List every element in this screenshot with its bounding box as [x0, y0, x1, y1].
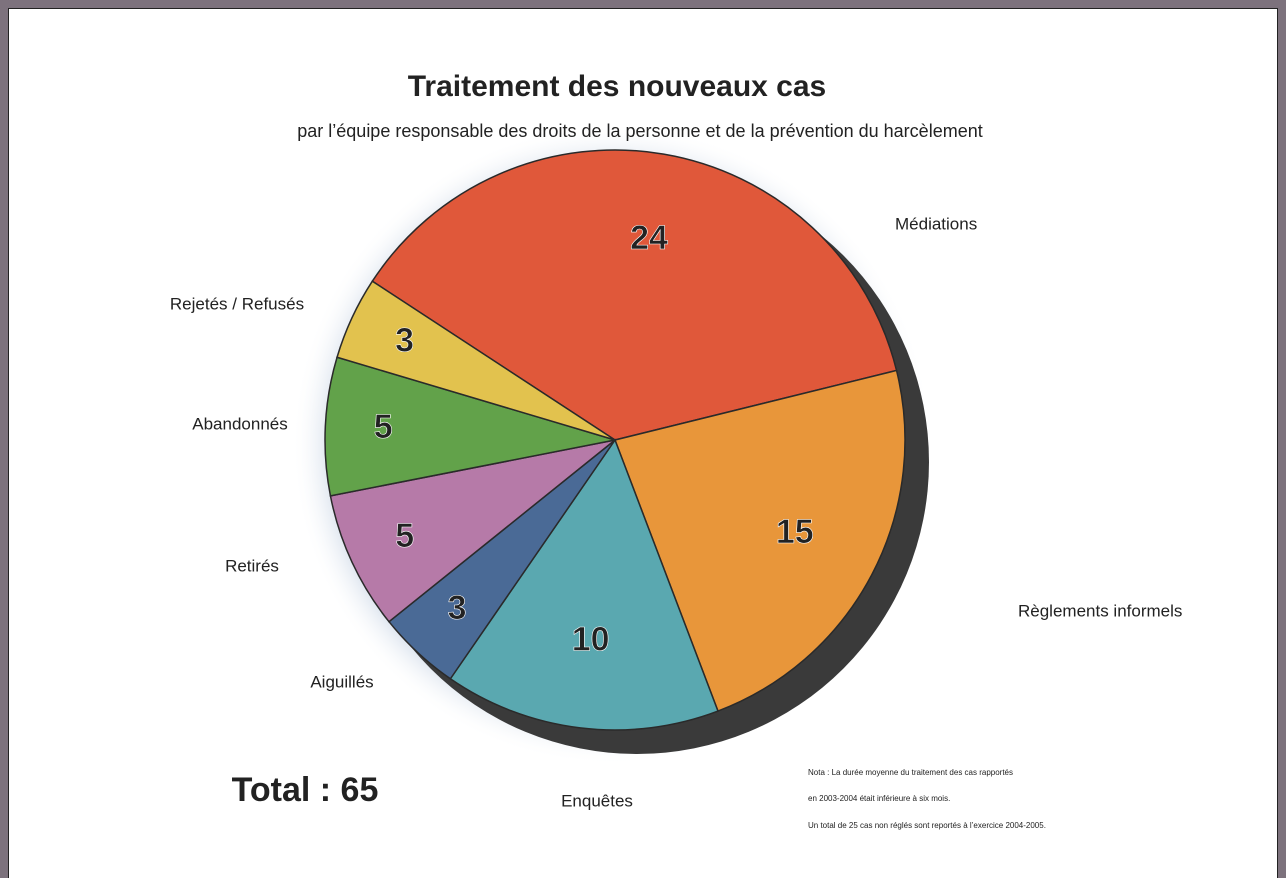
value-label: 5	[374, 408, 393, 446]
chart-title: Traitement des nouveaux cas	[408, 70, 827, 103]
category-label: Enquêtes	[561, 791, 633, 810]
category-label: Médiations	[895, 214, 977, 233]
category-label: Règlements informels	[1018, 601, 1182, 620]
value-label: 24	[630, 219, 668, 257]
pie-slice	[449, 438, 719, 731]
note-line: en 2003-2004 était inférieure à six mois…	[808, 794, 950, 803]
category-label: Abandonnés	[192, 414, 287, 433]
note-line: Nota : La durée moyenne du traitement de…	[808, 768, 1013, 777]
pie-slice	[336, 280, 616, 441]
category-label: Retirés	[225, 556, 279, 575]
total: Total : 65	[232, 771, 379, 809]
value-label: 5	[395, 517, 414, 555]
chart-subtitle: par l’équipe responsable des droits de l…	[297, 121, 982, 141]
pie-slice	[371, 149, 898, 441]
category-label: Rejetés / Refusés	[170, 294, 304, 313]
value-label: 3	[448, 589, 467, 627]
pie-slice	[613, 369, 906, 713]
value-label: 3	[395, 321, 414, 359]
value-label: 15	[776, 513, 814, 551]
pie-slice	[329, 439, 616, 623]
note-line: Un total de 25 cas non réglés sont repor…	[808, 821, 1046, 830]
pie-slice	[324, 356, 616, 497]
category-label: Aiguillés	[310, 672, 373, 691]
value-label: 10	[572, 621, 610, 659]
